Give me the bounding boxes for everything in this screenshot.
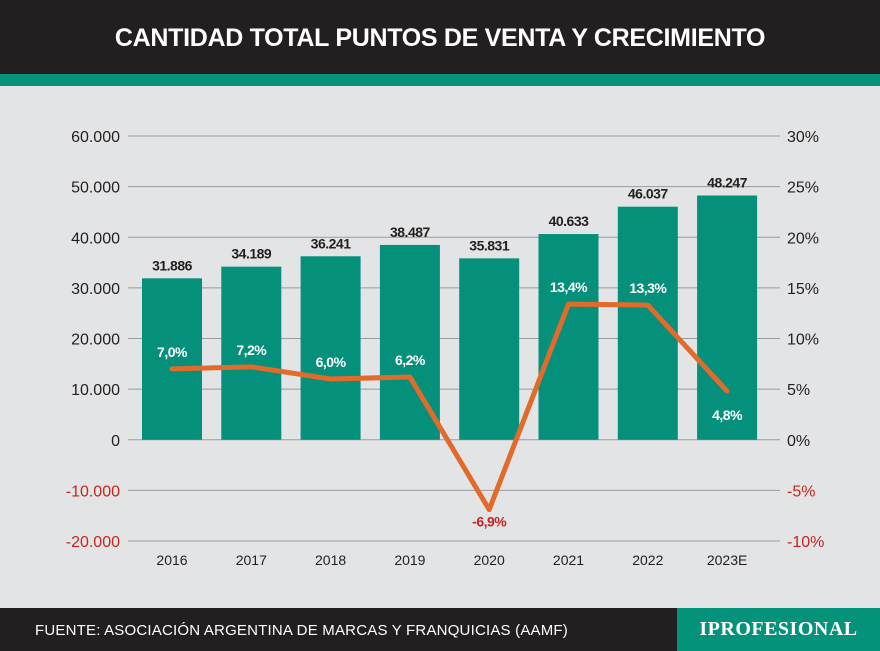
header-bar: CANTIDAD TOTAL PUNTOS DE VENTA Y CRECIMI… (0, 0, 880, 74)
growth-value-label: 7,0% (157, 344, 188, 360)
y-right-tick-label: -10% (787, 534, 824, 551)
y-right-tick-label: 10% (787, 332, 819, 349)
x-tick-label: 2022 (632, 552, 663, 568)
accent-stripe (0, 74, 880, 86)
y-left-tick-label: 20.000 (71, 332, 120, 349)
growth-value-label: -6,9% (472, 514, 507, 530)
growth-value-label: 13,3% (629, 280, 667, 296)
growth-value-label: 6,0% (316, 354, 347, 370)
growth-value-label: 13,4% (550, 279, 588, 295)
bar-value-label: 38.487 (390, 224, 431, 240)
chart-title: CANTIDAD TOTAL PUNTOS DE VENTA Y CRECIMI… (114, 24, 766, 52)
y-left-tick-label: 0 (111, 433, 120, 450)
chart-area: 60.000 50.000 40.000 30.000 20.000 10.000 0 -10… (0, 86, 880, 608)
bar (221, 266, 282, 440)
growth-value-label: 7,2% (236, 342, 267, 358)
y-left-tick-label: 10.000 (71, 382, 120, 399)
growth-value-label: 6,2% (395, 352, 426, 368)
bar-value-label: 40.633 (549, 213, 590, 229)
bar-value-label: 48.247 (707, 174, 748, 190)
y-right-tick-label: 0% (787, 433, 810, 450)
y-left-tick-label: 40.000 (71, 230, 120, 247)
x-tick-label: 2017 (236, 552, 267, 568)
source-note: FUENTE: ASOCIACIÓN ARGENTINA DE MARCAS Y… (35, 622, 568, 639)
growth-value-label: 4,8% (712, 407, 743, 423)
y-right-tick-label: 25% (787, 180, 819, 197)
bar (697, 195, 758, 440)
bar (142, 278, 202, 440)
y-left-tick-label: 30.000 (71, 281, 120, 298)
y-right-tick-label: -5% (787, 483, 815, 500)
y-left-tick-label: -10.000 (66, 483, 120, 500)
bar-value-label: 36.241 (311, 235, 352, 251)
y-right-tick-label: 20% (787, 230, 819, 247)
growth-line (169, 301, 730, 513)
bar (459, 258, 520, 440)
x-tick-label: 2016 (156, 552, 187, 568)
y-left-tick-label: -20.000 (66, 534, 120, 551)
bar-value-label: 31.886 (152, 257, 193, 273)
x-tick-label: 2020 (474, 552, 505, 568)
bar (300, 256, 361, 440)
x-tick-label: 2018 (315, 552, 346, 568)
bar-value-label: 46.037 (628, 186, 669, 202)
y-right-tick-label: 5% (787, 382, 810, 399)
y-left-tick-label: 60.000 (71, 129, 120, 146)
x-tick-label: 2019 (394, 552, 425, 568)
y-right-tick-label: 30% (787, 129, 819, 146)
bar-value-label: 34.189 (231, 246, 272, 262)
x-tick-label: 2023E (707, 552, 747, 568)
y-left-tick-label: 50.000 (71, 180, 120, 197)
y-right-tick-label: 15% (787, 281, 819, 298)
bar (617, 206, 678, 440)
x-tick-label: 2021 (553, 552, 584, 568)
brand-logo: IPROFESIONAL (677, 608, 880, 651)
bar-value-label: 35.831 (469, 237, 510, 253)
combo-chart: 60.000 50.000 40.000 30.000 20.000 10.000 0 -10… (66, 129, 825, 568)
bar (538, 234, 599, 440)
footer-bar: FUENTE: ASOCIACIÓN ARGENTINA DE MARCAS Y… (0, 608, 880, 651)
